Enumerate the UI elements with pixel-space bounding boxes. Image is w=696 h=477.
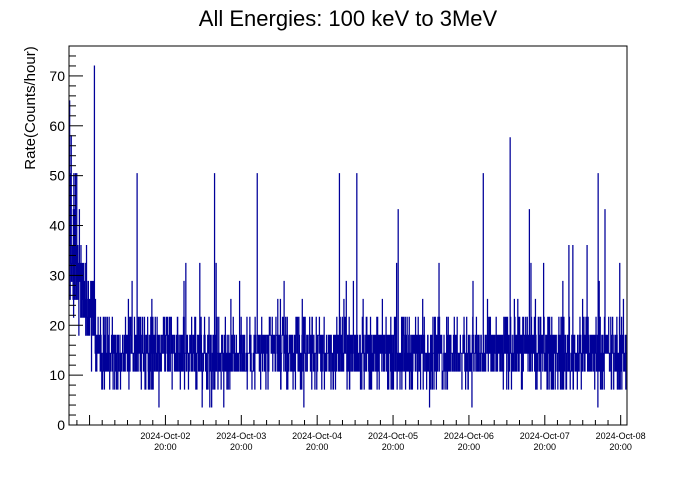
chart-title: All Energies: 100 keV to 3MeV (199, 6, 498, 31)
y-tick-label: 20 (49, 317, 65, 333)
y-tick-label: 60 (49, 118, 65, 134)
x-tick-date-label: 2024-Oct-08 (596, 431, 646, 441)
y-tick-label: 0 (57, 417, 65, 433)
series-layer (68, 65, 628, 425)
x-tick-time-label: 20:00 (609, 442, 632, 452)
x-axis: 2024-Oct-0220:002024-Oct-0320:002024-Oct… (76, 415, 646, 452)
x-tick-date-label: 2024-Oct-04 (292, 431, 342, 441)
x-tick-time-label: 20:00 (154, 442, 177, 452)
x-tick-date-label: 2024-Oct-05 (368, 431, 418, 441)
y-tick-label: 30 (49, 267, 65, 283)
x-tick-time-label: 20:00 (534, 442, 557, 452)
y-tick-label: 70 (49, 68, 65, 84)
y-axis-label: Rate(Counts/hour) (22, 46, 39, 169)
y-axis: 0 10 20 30 40 50 60 70 (49, 45, 83, 433)
y-tick-label: 40 (49, 218, 65, 234)
x-tick-time-label: 20:00 (306, 442, 329, 452)
x-tick-date-label: 2024-Oct-02 (140, 431, 190, 441)
series-line (68, 65, 628, 425)
x-tick-date-label: 2024-Oct-06 (444, 431, 494, 441)
x-tick-time-label: 20:00 (230, 442, 253, 452)
x-tick-date-label: 2024-Oct-03 (216, 431, 266, 441)
y-tick-label: 50 (49, 168, 65, 184)
x-tick-date-label: 2024-Oct-07 (520, 431, 570, 441)
y-tick-label: 10 (49, 367, 65, 383)
x-tick-time-label: 20:00 (382, 442, 405, 452)
x-tick-time-label: 20:00 (458, 442, 481, 452)
